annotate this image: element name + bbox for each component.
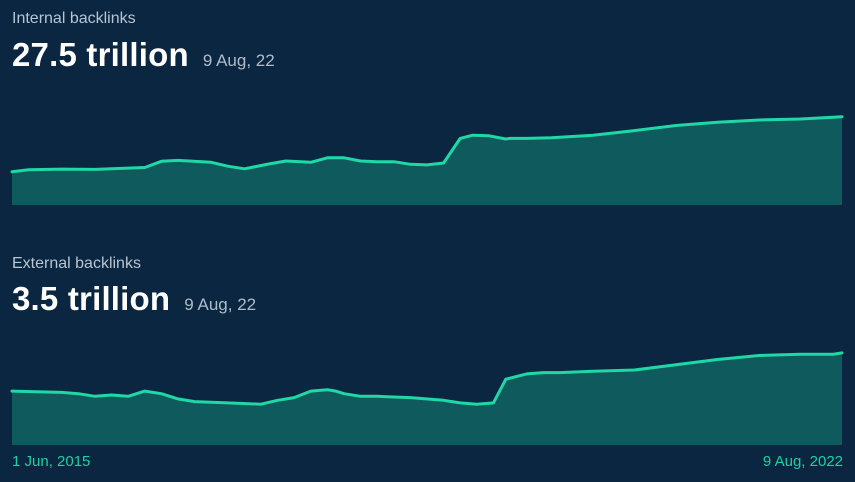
external-backlinks-date: 9 Aug, 22 bbox=[184, 295, 257, 314]
external-backlinks-panel: External backlinks 3.5 trillion 9 Aug, 2… bbox=[0, 245, 855, 455]
internal-backlinks-panel: Internal backlinks 27.5 trillion 9 Aug, … bbox=[0, 0, 855, 215]
external-backlinks-line bbox=[10, 351, 844, 406]
external-backlinks-value: 3.5 trillion bbox=[12, 280, 171, 317]
external-backlinks-label: External backlinks bbox=[12, 255, 141, 272]
internal-backlinks-area bbox=[12, 116, 842, 205]
internal-backlinks-value: 27.5 trillion bbox=[12, 36, 189, 73]
external-backlinks-value-row: 3.5 trillion 9 Aug, 22 bbox=[12, 280, 256, 318]
x-axis-start-label: 1 Jun, 2015 bbox=[12, 453, 91, 470]
internal-backlinks-date: 9 Aug, 22 bbox=[202, 51, 275, 70]
internal-backlinks-chart bbox=[10, 115, 844, 205]
internal-backlinks-value-row: 27.5 trillion 9 Aug, 22 bbox=[12, 36, 275, 74]
external-backlinks-chart bbox=[10, 351, 844, 445]
external-backlinks-area bbox=[12, 352, 842, 445]
x-axis-end-label: 9 Aug, 2022 bbox=[762, 453, 843, 470]
internal-backlinks-label: Internal backlinks bbox=[12, 10, 136, 27]
internal-backlinks-line bbox=[10, 115, 844, 174]
